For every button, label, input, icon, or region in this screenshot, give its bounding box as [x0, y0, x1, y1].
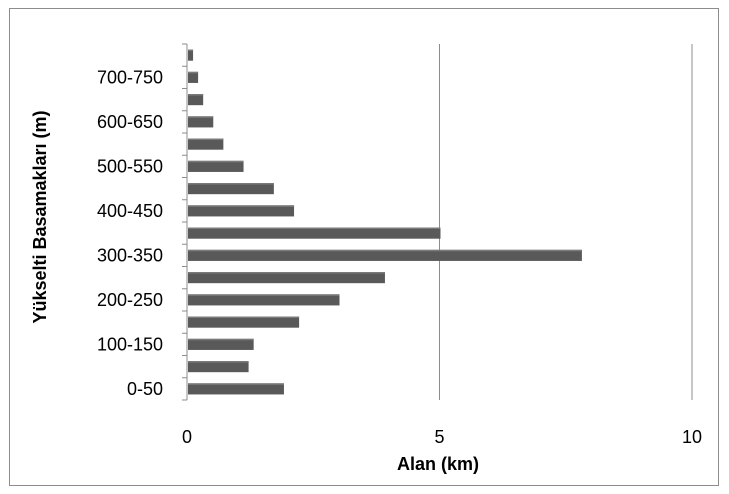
axes [182, 43, 188, 401]
bar [188, 316, 300, 328]
bar [188, 138, 224, 150]
y-tick-label: 100-150 [97, 334, 163, 354]
bar-highlight [188, 116, 214, 118]
bar [188, 116, 214, 128]
y-tick-label: 300-350 [97, 245, 163, 265]
bar-highlight [188, 227, 441, 230]
bar-highlight [188, 338, 254, 341]
y-tick-label: 500-550 [97, 156, 163, 176]
bar-highlight [188, 316, 300, 319]
chart-frame [9, 8, 719, 486]
bar-highlight [188, 361, 249, 363]
bar [188, 71, 199, 83]
y-tick-label: 700-750 [97, 67, 163, 87]
bar [188, 94, 204, 106]
bar [188, 383, 284, 395]
x-tick-labels: 0 5 10 [182, 427, 702, 447]
bars [188, 49, 582, 395]
bar [188, 338, 254, 350]
bar [188, 183, 274, 195]
bar [188, 361, 249, 373]
bar-highlight [188, 94, 204, 96]
y-axis-title: Yükselti Basamakları (m) [30, 110, 50, 323]
x-axis-title: Alan (km) [397, 454, 479, 474]
y-tick-label: 200-250 [97, 290, 163, 310]
bar-highlight [188, 49, 194, 52]
y-tick-labels: 0-50 100-150 200-250 300-350 400-450 500-550 6… [97, 67, 163, 399]
y-tick-label: 600-650 [97, 112, 163, 132]
x-tick-label: 0 [182, 427, 192, 447]
bar [188, 249, 582, 261]
bar-highlight [188, 272, 385, 274]
x-tick-label: 10 [682, 427, 702, 447]
bar [188, 205, 295, 217]
y-tick-label: 400-450 [97, 201, 163, 221]
bar [188, 227, 441, 239]
bar [188, 49, 194, 61]
bar-highlight [188, 249, 582, 252]
bar-highlight [188, 205, 295, 207]
bar [188, 160, 244, 172]
bar-highlight [188, 71, 199, 74]
bar-highlight [188, 160, 244, 163]
bar-highlight [188, 383, 284, 385]
gridlines [439, 44, 693, 400]
y-tick-label: 0-50 [127, 379, 163, 399]
bar [188, 294, 340, 306]
bar-highlight [188, 183, 274, 185]
bar [188, 272, 385, 284]
x-tick-label: 5 [434, 427, 444, 447]
bar-highlight [188, 138, 224, 141]
bar-highlight [188, 294, 340, 296]
